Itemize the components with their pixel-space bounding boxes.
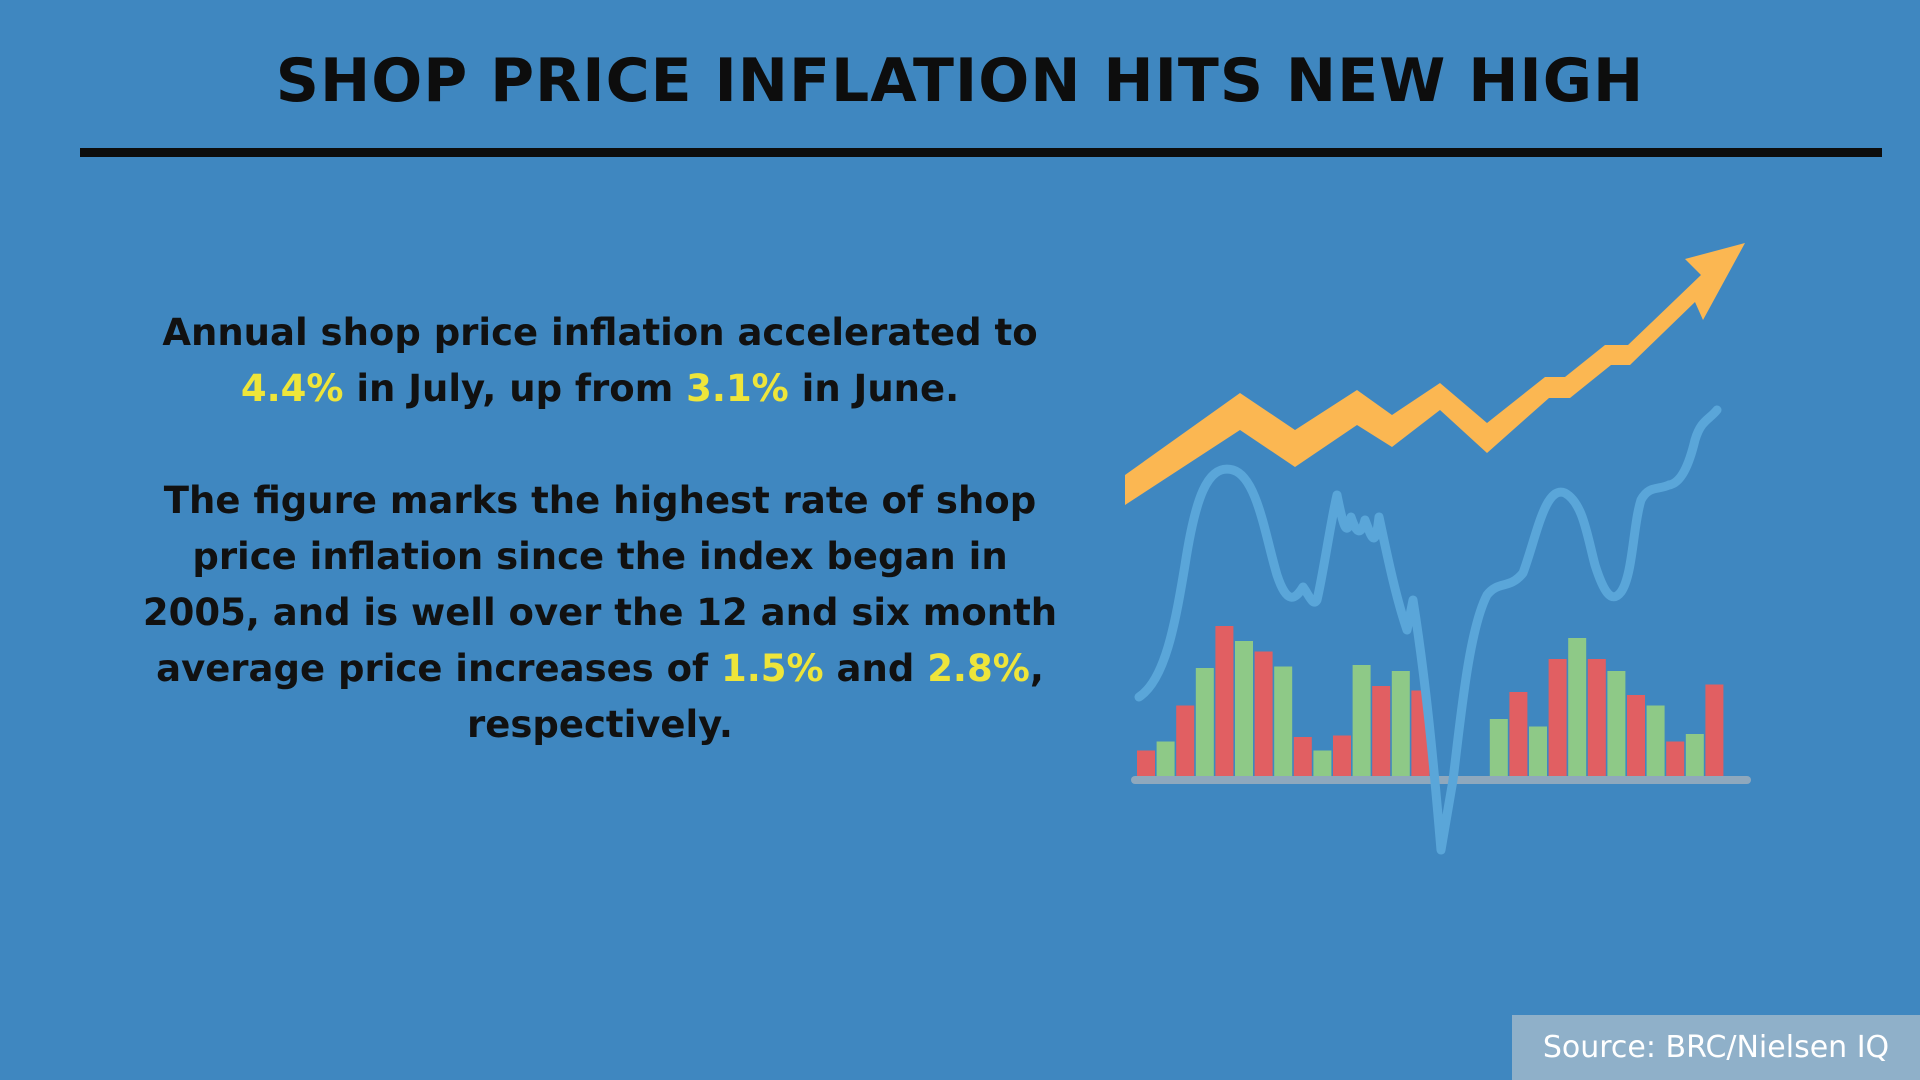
- twelve-month-average-value: 1.5%: [721, 647, 824, 690]
- bar: [1176, 705, 1195, 776]
- body-text: Annual shop price inflation accelerated …: [140, 305, 1060, 809]
- bar: [1568, 638, 1587, 776]
- july-rate-value: 4.4%: [240, 367, 344, 410]
- bar: [1529, 726, 1547, 776]
- bar: [1489, 719, 1508, 776]
- paragraph1-text-a: Annual shop price inflation accelerated …: [162, 311, 1038, 354]
- rising-trend-arrow-icon: [1125, 243, 1751, 855]
- bar: [1705, 684, 1724, 776]
- wave-line: [1134, 405, 1722, 855]
- six-month-average-value: 2.8%: [927, 647, 1030, 690]
- bar: [1646, 705, 1665, 776]
- bar: [1509, 692, 1528, 776]
- page-title: SHOP PRICE INFLATION HITS NEW HIGH: [275, 46, 1645, 116]
- paragraph-inflation-rate: Annual shop price inflation accelerated …: [140, 305, 1060, 417]
- june-rate-value: 3.1%: [686, 367, 789, 410]
- bar: [1391, 671, 1410, 776]
- bar: [1627, 695, 1645, 776]
- title-divider: [80, 148, 1882, 157]
- bar: [1548, 659, 1567, 776]
- bar: [1235, 641, 1253, 776]
- bar: [1666, 741, 1685, 776]
- paragraph-context: The figure marks the highest rate of sho…: [140, 473, 1060, 753]
- bar: [1685, 734, 1704, 776]
- bar: [1313, 750, 1332, 776]
- bar: [1333, 735, 1351, 776]
- source-caption: Source: BRC/Nielsen IQ: [1512, 1015, 1920, 1080]
- bar: [1607, 671, 1626, 776]
- bar: [1293, 737, 1312, 776]
- paragraph2-text-b: and: [823, 647, 928, 690]
- bar-group: [1137, 626, 1724, 776]
- bar: [1156, 741, 1175, 776]
- paragraph1-text-c: in June.: [788, 367, 960, 410]
- bar: [1274, 666, 1293, 776]
- bar: [1587, 659, 1606, 776]
- paragraph1-text-b: in July, up from: [343, 367, 687, 410]
- bar: [1195, 668, 1214, 776]
- paragraph2-text-a: The figure marks the highest rate of sho…: [142, 479, 1058, 690]
- trend-arrow: [1125, 243, 1745, 505]
- paragraph2-text-c: , respectively.: [467, 647, 1044, 746]
- bar: [1352, 665, 1371, 776]
- bar: [1254, 651, 1273, 776]
- bar: [1137, 750, 1155, 776]
- bar: [1372, 686, 1391, 776]
- bar: [1215, 626, 1234, 776]
